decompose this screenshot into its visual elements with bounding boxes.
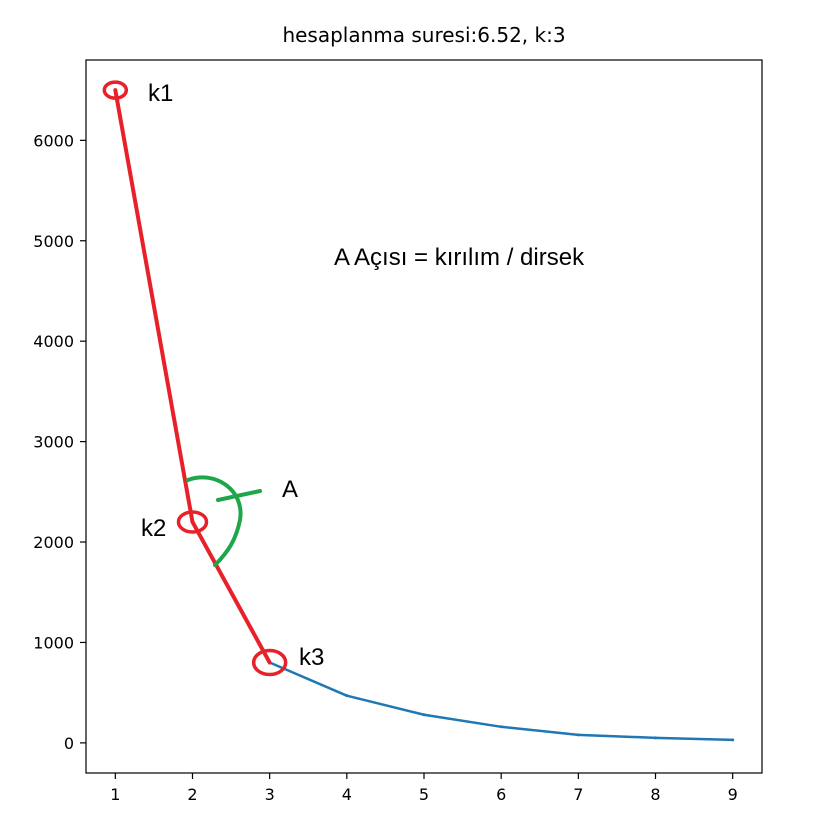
x-tick-label: 6 xyxy=(496,785,506,804)
angle-label: A xyxy=(282,476,298,503)
y-tick-label: 5000 xyxy=(33,232,74,251)
x-tick-label: 4 xyxy=(342,785,352,804)
y-tick-label: 0 xyxy=(64,734,74,753)
y-tick-label: 1000 xyxy=(33,633,74,652)
x-tick-label: 5 xyxy=(419,785,429,804)
x-tick-label: 8 xyxy=(650,785,660,804)
x-axis: 1 2 3 4 5 6 7 8 9 xyxy=(110,773,738,804)
k2-label: k2 xyxy=(141,515,166,542)
y-tick-label: 2000 xyxy=(33,533,74,552)
y-tick-label: 6000 xyxy=(33,131,74,150)
y-tick-label: 4000 xyxy=(33,332,74,351)
x-tick-label: 7 xyxy=(573,785,583,804)
chart-title: hesaplanma suresi:6.52, k:3 xyxy=(282,23,565,47)
series-layer xyxy=(113,88,735,742)
data-point xyxy=(576,733,580,737)
x-tick-label: 3 xyxy=(265,785,275,804)
x-tick-label: 2 xyxy=(187,785,197,804)
series-line xyxy=(114,89,733,742)
elbow-annotation-overlay xyxy=(102,80,288,677)
k2-circle-marker xyxy=(176,510,209,534)
k3-label: k3 xyxy=(299,644,324,671)
angle-definition-note: A Açısı = kırılım / dirsek xyxy=(334,244,585,271)
red-segment-k2-k3 xyxy=(190,519,272,665)
angle-arc xyxy=(186,475,243,567)
data-point xyxy=(345,694,349,698)
x-tick-label: 1 xyxy=(110,785,120,804)
data-point xyxy=(731,738,735,742)
x-tick-label: 9 xyxy=(728,785,738,804)
red-segment-k1-k2 xyxy=(113,88,195,524)
k1-label: k1 xyxy=(148,80,173,107)
k1-circle-marker xyxy=(102,80,129,100)
y-axis: 0 1000 2000 3000 4000 5000 6000 xyxy=(33,131,86,753)
plot-area xyxy=(85,59,763,774)
data-point xyxy=(422,713,426,717)
y-tick-label: 3000 xyxy=(33,433,74,452)
data-point xyxy=(499,725,503,729)
angle-pointer xyxy=(216,489,262,502)
data-point xyxy=(654,736,658,740)
k3-circle-marker xyxy=(251,648,288,677)
